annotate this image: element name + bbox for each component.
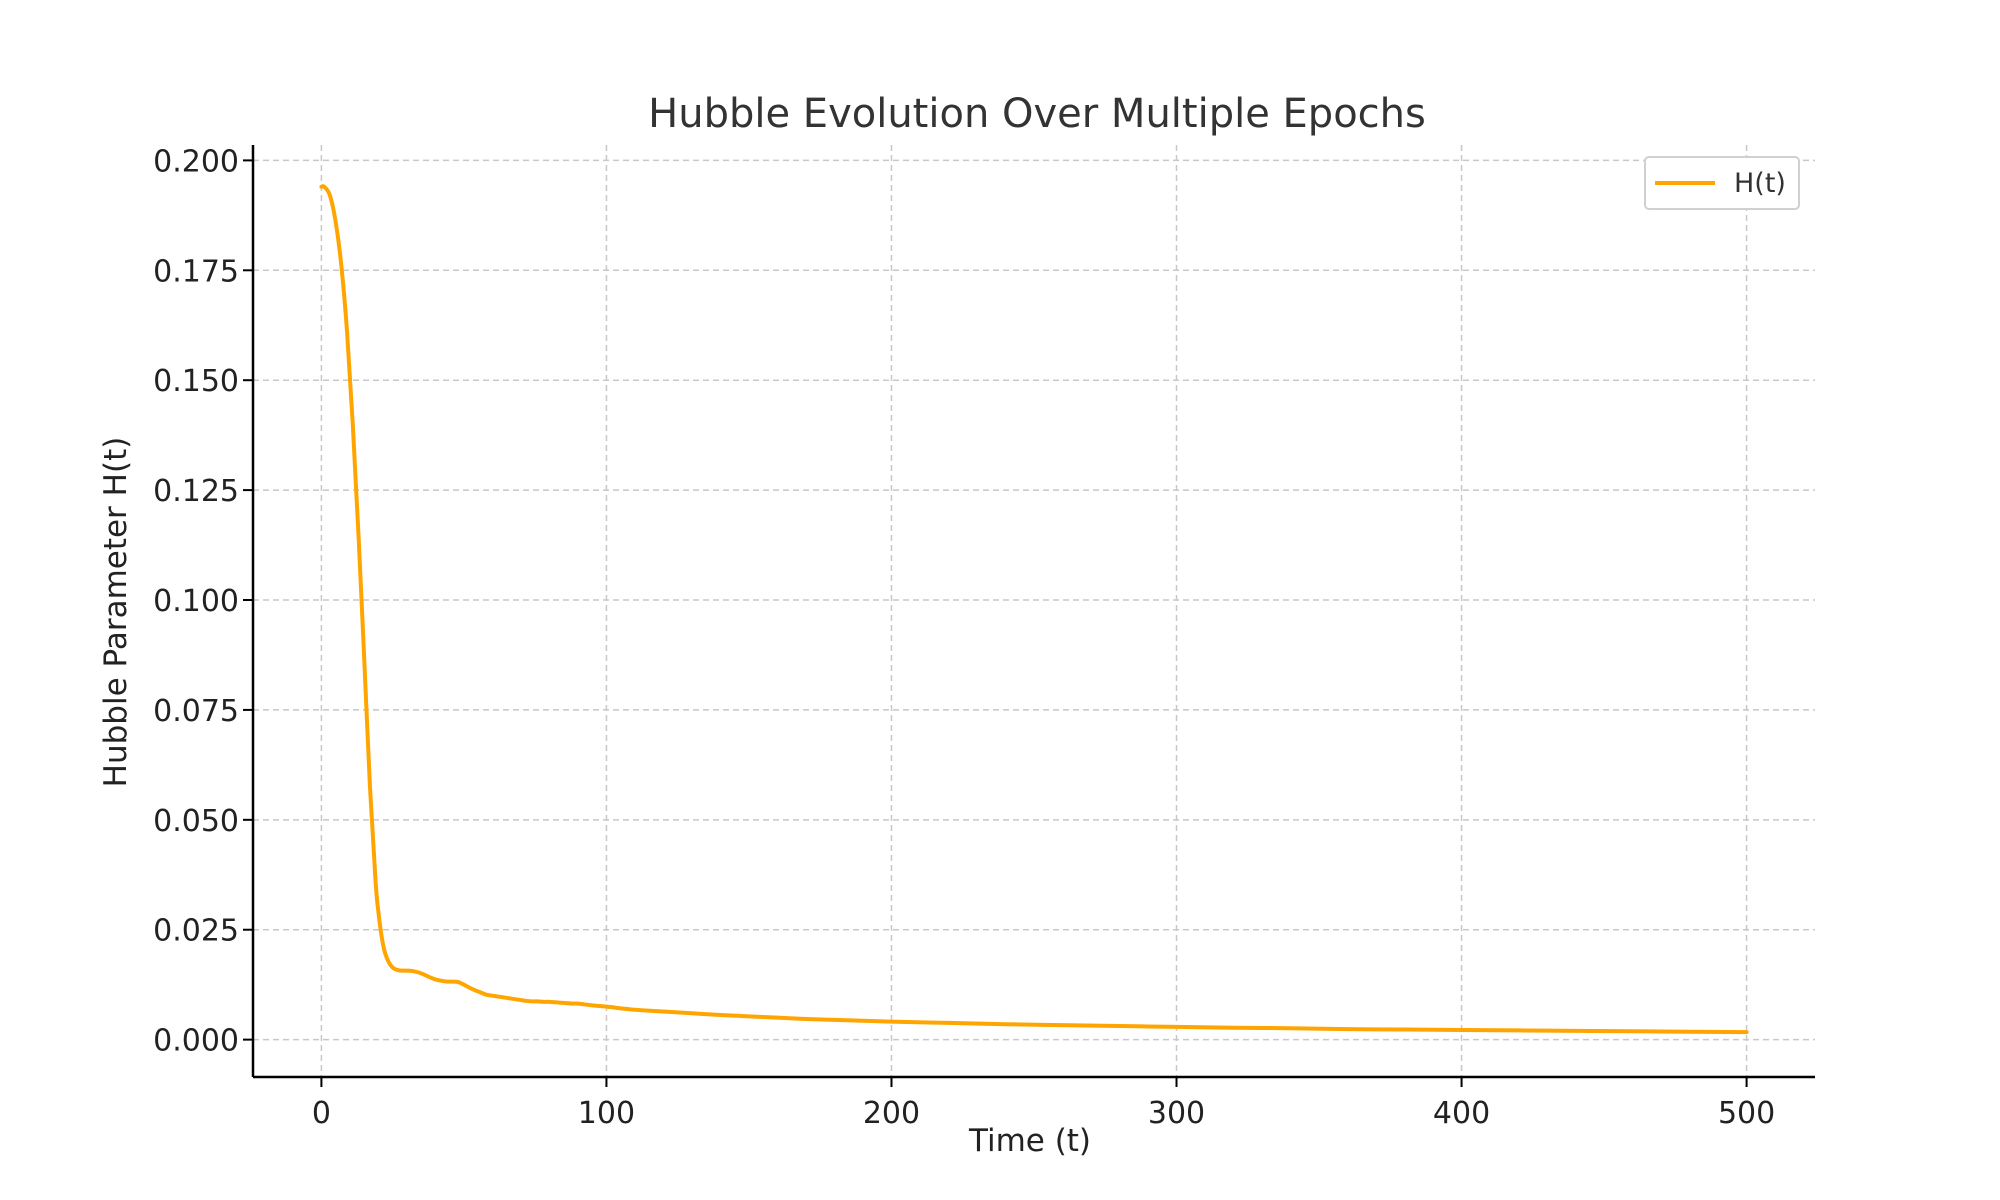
x-tick-label: 200	[863, 1096, 920, 1131]
x-tick-label: 400	[1433, 1096, 1490, 1131]
y-tick-label: 0.125	[153, 474, 239, 509]
legend-box	[1644, 156, 1800, 210]
x-tick-label: 300	[1148, 1096, 1205, 1131]
y-tick-label: 0.075	[153, 694, 239, 729]
y-tick-label: 0.150	[153, 364, 239, 399]
series-line-h-t	[319, 184, 1749, 1035]
x-tick-label: 100	[578, 1096, 635, 1131]
chart-title: Hubble Evolution Over Multiple Epochs	[648, 91, 1426, 137]
x-axis-label: Time (t)	[968, 1123, 1091, 1159]
y-tick-label: 0.025	[153, 914, 239, 949]
axes	[251, 145, 1815, 1079]
x-axis-ticks: 0 100 200 300 400 500	[312, 1077, 1775, 1131]
x-tick-label: 500	[1718, 1096, 1775, 1131]
y-tick-label: 0.050	[153, 804, 239, 839]
y-tick-label: 0.200	[153, 144, 239, 179]
legend-entry-h-t: H(t)	[1734, 168, 1786, 199]
y-axis-label: Hubble Parameter H(t)	[98, 437, 134, 788]
plot-area	[319, 184, 1749, 1035]
legend: H(t)	[1644, 156, 1800, 210]
y-tick-label: 0.100	[153, 584, 239, 619]
y-tick-label: 0.175	[153, 254, 239, 289]
grid	[253, 145, 1815, 1077]
y-tick-label: 0.000	[153, 1024, 239, 1059]
y-axis-ticks: 0.000 0.025 0.050 0.075 0.100 0.125 0.150 0.175…	[153, 144, 253, 1059]
x-tick-label: 0	[312, 1096, 331, 1131]
